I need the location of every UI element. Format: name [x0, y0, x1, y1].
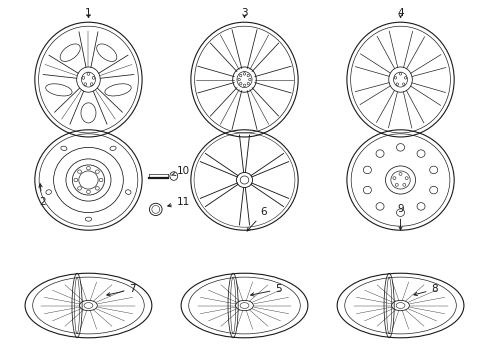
Text: 3: 3 — [241, 8, 247, 18]
Text: 2: 2 — [39, 184, 45, 207]
Text: 4: 4 — [396, 8, 403, 18]
Text: 5: 5 — [250, 284, 282, 296]
Text: 1: 1 — [85, 8, 92, 18]
Ellipse shape — [110, 146, 116, 150]
Ellipse shape — [125, 190, 131, 194]
Text: 9: 9 — [396, 204, 403, 230]
Text: 7: 7 — [106, 284, 135, 296]
Text: 10: 10 — [171, 166, 190, 176]
Ellipse shape — [61, 146, 67, 150]
Text: 8: 8 — [413, 284, 437, 296]
Text: 6: 6 — [246, 207, 267, 231]
Ellipse shape — [85, 217, 91, 221]
Text: 11: 11 — [167, 197, 190, 207]
Ellipse shape — [46, 190, 51, 194]
